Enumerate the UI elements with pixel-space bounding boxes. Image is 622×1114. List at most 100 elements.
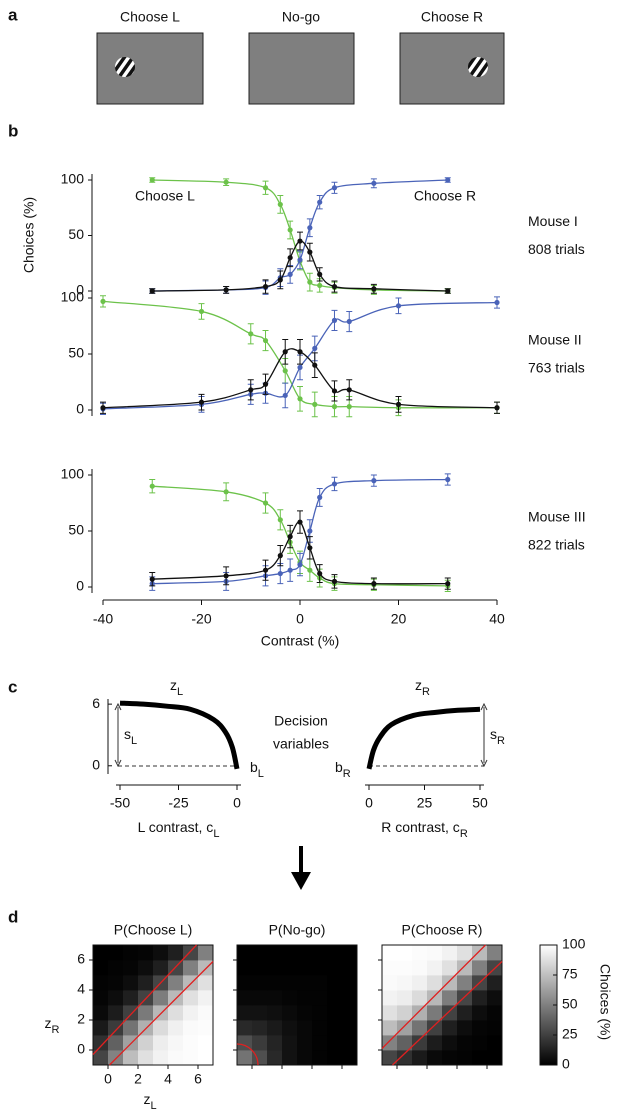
point — [287, 534, 293, 540]
annotation-sub: L — [258, 768, 264, 780]
point — [223, 287, 229, 293]
x-tick-label: 40 — [489, 611, 505, 627]
annotation-main: s — [124, 726, 131, 742]
contour — [109, 961, 214, 1066]
heat-cell — [427, 990, 443, 1006]
x-axis-label-main: R contrast, c — [381, 819, 460, 835]
point — [312, 345, 318, 351]
point — [331, 185, 338, 191]
y-tick-label: 100 — [61, 466, 85, 482]
contour — [236, 1043, 259, 1066]
heat-cell — [252, 1020, 268, 1036]
y-tick-label: 0 — [76, 401, 84, 417]
frame — [381, 944, 503, 1066]
frame — [92, 944, 214, 1066]
point — [297, 396, 303, 402]
point — [346, 387, 352, 393]
panel-label: b — [8, 121, 18, 140]
heat-cell — [282, 1035, 298, 1051]
heat-cell — [93, 1050, 109, 1066]
heat-cell — [168, 975, 184, 991]
heat-cell — [457, 945, 473, 961]
heat-cell — [183, 1035, 199, 1051]
point — [317, 199, 323, 205]
point — [331, 578, 338, 585]
y-tick-label: 50 — [68, 226, 84, 242]
point — [277, 553, 283, 559]
heat-cell — [412, 990, 428, 1006]
heat-cell — [93, 1005, 109, 1021]
annotation: sR — [490, 726, 505, 747]
heat-cell — [168, 945, 184, 961]
heat-cell — [327, 1050, 343, 1066]
heat-cell — [297, 960, 313, 976]
heat-cell — [183, 990, 199, 1006]
heat-cell — [252, 990, 268, 1006]
heat-cell — [382, 1050, 398, 1066]
point — [248, 387, 254, 393]
heat-cell — [327, 990, 343, 1006]
point — [317, 570, 323, 577]
heat-cell — [427, 1035, 443, 1051]
annotation-sub: L — [131, 735, 137, 747]
heat-cell — [397, 975, 413, 991]
heat-cell — [123, 960, 139, 976]
x-tick-label: 0 — [296, 611, 304, 627]
heat-cell — [457, 1020, 473, 1036]
point — [371, 478, 377, 484]
heat-cell — [472, 1020, 488, 1036]
point — [297, 257, 303, 263]
panel-label: c — [8, 677, 17, 696]
heat-cell — [397, 1005, 413, 1021]
x-tick-label: 2 — [134, 1071, 142, 1087]
y-tick-label: 50 — [68, 522, 84, 538]
heat-cell — [93, 945, 109, 961]
point — [307, 249, 313, 255]
contour — [381, 944, 486, 1049]
x-axis-label: R contrast, cR — [381, 819, 468, 840]
heat-cell — [312, 1005, 328, 1021]
contour — [92, 944, 197, 1055]
heat-cell — [93, 990, 109, 1006]
heat-cell — [138, 945, 154, 961]
x-axis-label-main: z — [143, 1091, 150, 1107]
point — [297, 562, 303, 568]
point — [346, 404, 352, 410]
heat-cell — [427, 1020, 443, 1036]
heat-cell — [427, 975, 443, 991]
heat-cell — [472, 945, 488, 961]
annotation-sub: R — [343, 768, 351, 780]
heat-cell — [297, 945, 313, 961]
point — [223, 489, 229, 495]
heat-cell — [282, 975, 298, 991]
heat-cell — [412, 1035, 428, 1051]
heat-cell — [472, 960, 488, 976]
y-tick-label: 50 — [68, 345, 84, 361]
heat-cell — [108, 1035, 124, 1051]
point — [262, 567, 269, 573]
heat-cell — [312, 1035, 328, 1051]
chart-title: P(Choose L) — [114, 922, 193, 938]
heat-cell — [153, 960, 169, 976]
heat-cell — [183, 975, 199, 991]
heat-cell — [487, 1020, 503, 1036]
heat-cell — [472, 1050, 488, 1066]
point — [494, 299, 500, 306]
point — [494, 405, 500, 411]
point — [262, 381, 269, 387]
heat-cell — [282, 945, 298, 961]
heat-cell — [168, 1005, 184, 1021]
heat-cell — [153, 1050, 169, 1066]
point — [282, 368, 288, 374]
point — [307, 528, 313, 534]
screen — [248, 32, 355, 105]
heat-cell — [108, 990, 124, 1006]
heat-cell — [442, 945, 458, 961]
point — [307, 545, 313, 551]
point — [149, 288, 155, 294]
heat-cell — [442, 960, 458, 976]
heat-cell — [183, 1005, 199, 1021]
heat-cell — [93, 975, 109, 991]
heat-cell — [198, 945, 214, 961]
mouse-label: Mouse III — [528, 509, 586, 525]
